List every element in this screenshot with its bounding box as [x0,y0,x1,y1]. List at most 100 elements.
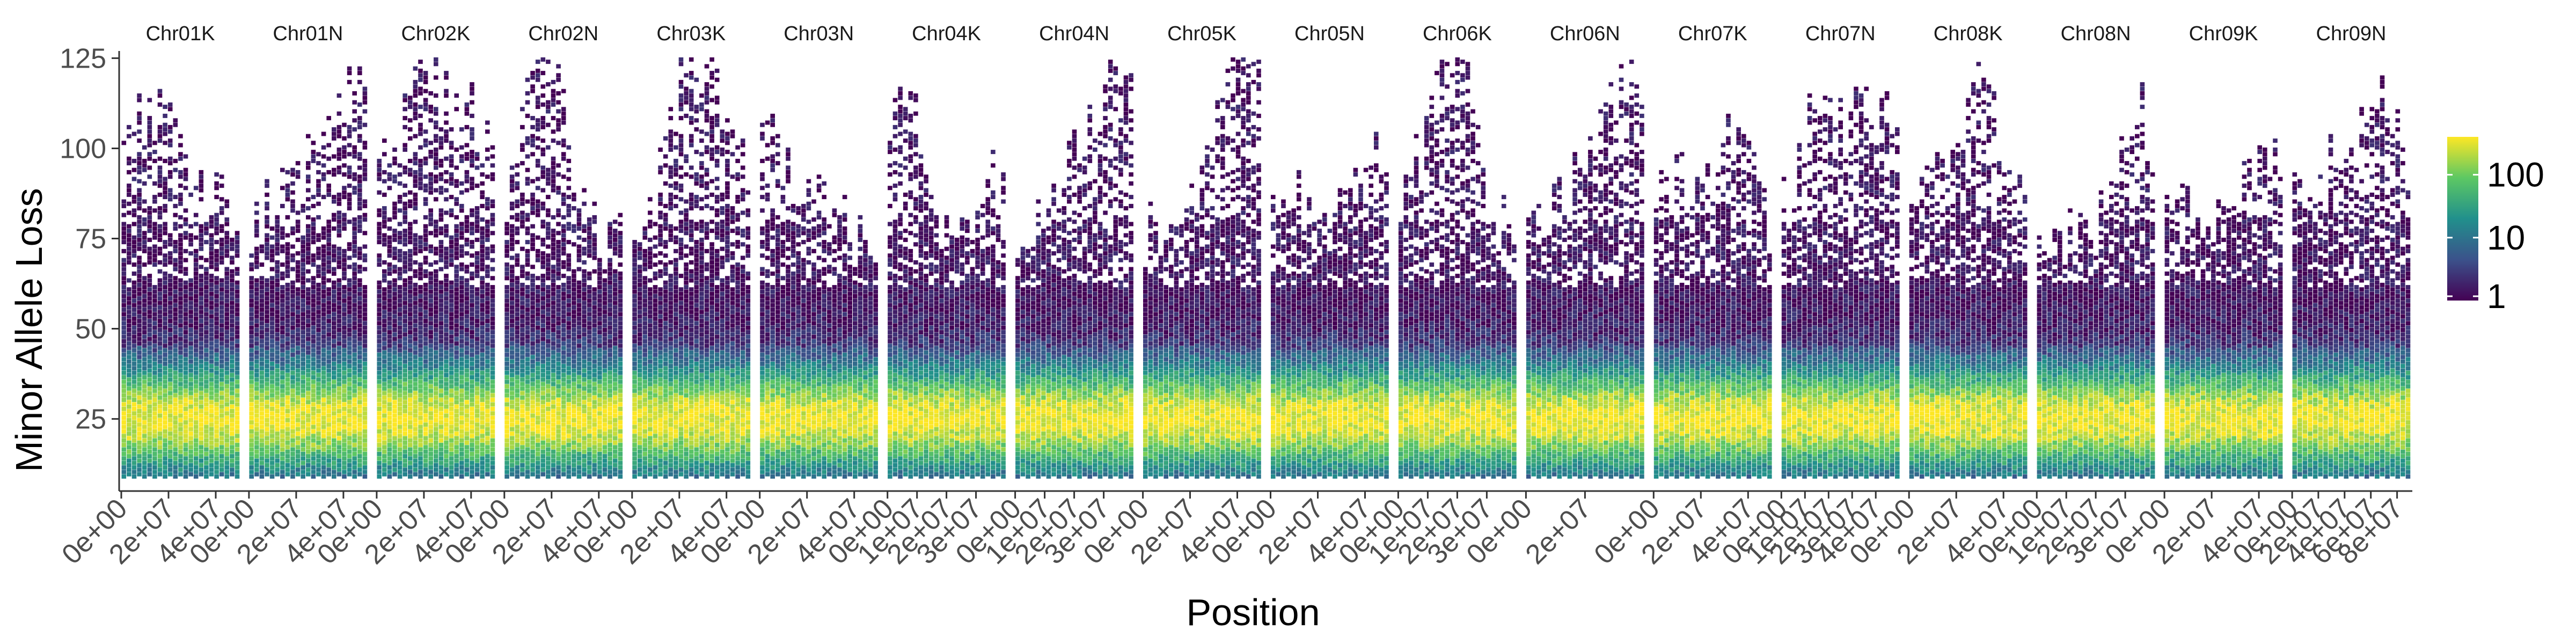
hex-cell [301,420,305,425]
hex-cell [408,415,413,420]
hex-cell [121,451,127,456]
hex-cell [551,138,556,143]
hex-cell [551,296,556,301]
hex-cell [408,402,413,407]
hex-cell [423,310,428,314]
hex-cell [434,431,438,436]
hex-cell [280,451,285,456]
hex-cell [137,93,142,98]
hex-cell [402,445,407,450]
hex-cell [332,343,336,348]
hex-cell [311,361,316,366]
hex-cell [444,255,449,260]
hex-cell [137,152,142,157]
hex-cell [464,152,470,157]
hex-cell [454,413,459,418]
hex-cell [485,332,490,337]
hex-cell [214,231,219,236]
hex-cell [326,265,331,269]
hex-cell [485,413,490,418]
hex-cell [275,319,280,324]
hex-cell [382,219,387,224]
hex-cell [438,158,444,163]
hex-cell [556,276,561,281]
hex-cell [183,321,188,326]
hex-cell [249,375,254,380]
hex-cell [347,242,352,247]
hex-cell [127,422,131,427]
hex-cell [336,422,342,427]
hex-cell [311,411,316,416]
hex-cell [454,287,459,292]
hex-cell [408,267,413,272]
hex-cell [551,251,556,256]
hex-cell [249,294,254,298]
hex-cell [137,323,142,328]
hex-cell [142,389,147,393]
hex-cell [199,409,204,414]
hex-cell [157,269,163,274]
hex-cell [515,303,520,308]
hex-cell [418,438,423,443]
hex-cell [352,109,357,114]
hex-cell [459,425,464,429]
hex-cell [438,460,444,465]
hex-cell [490,361,495,366]
hex-cell [459,145,464,150]
hex-cell [525,100,530,105]
hex-cell [357,287,362,292]
hex-cell [382,319,387,324]
hex-cell [525,353,530,357]
hex-cell [454,400,459,405]
hex-cell [347,246,352,251]
hex-cell [392,427,397,431]
hex-cell [551,431,556,436]
hex-cell [321,375,326,380]
hex-cell [193,258,199,262]
hex-cell [530,296,535,301]
hex-cell [347,341,352,346]
hex-cell [357,125,362,129]
hex-cell [418,370,423,375]
hex-cell [540,449,546,454]
hex-cell [520,147,525,152]
hex-cell [509,449,515,454]
hex-cell [362,203,368,208]
hex-cell [556,186,561,191]
hex-cell [269,353,275,357]
hex-cell [382,332,387,337]
hex-cell [342,348,347,353]
hex-cell [321,443,326,448]
hex-cell [301,271,305,276]
hex-cell [515,415,520,420]
hex-cell [152,308,157,312]
hex-cell [295,372,301,377]
hex-cell [459,370,464,375]
hex-cell [444,75,449,80]
hex-cell [254,413,259,418]
hex-cell [280,298,285,303]
hex-cell [209,319,214,324]
hex-cell [347,323,352,328]
hex-cell [326,336,331,341]
hex-cell [326,116,331,121]
hex-cell [269,420,275,425]
hex-cell [561,422,566,427]
hex-cell [157,445,163,450]
hex-cell [224,434,230,438]
hex-cell [269,438,275,443]
hex-cell [137,458,142,463]
hex-cell [402,382,407,386]
hex-cell [259,312,265,317]
hex-cell [434,436,438,441]
hex-cell [167,368,173,373]
hex-cell [561,395,566,400]
hex-cell [301,434,305,438]
hex-cell [290,470,295,474]
hex-cell [377,465,382,470]
hex-cell [464,386,470,391]
hex-cell [285,242,290,247]
hex-cell [464,174,470,179]
hex-cell [332,370,336,375]
hex-cell [342,389,347,393]
